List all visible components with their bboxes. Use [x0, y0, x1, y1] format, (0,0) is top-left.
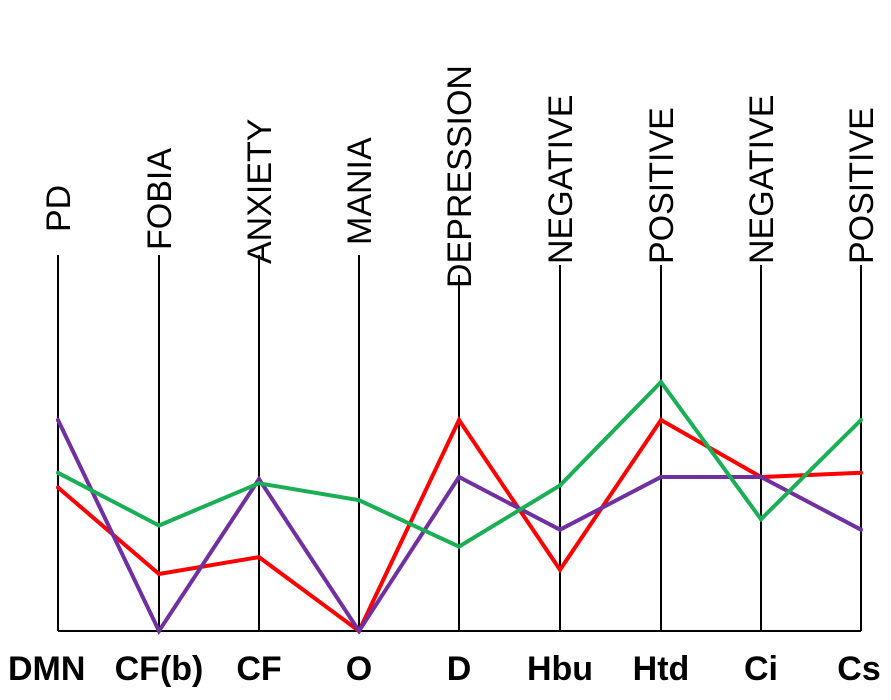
series-1-point-hbu — [558, 567, 562, 572]
series-2-point-d — [457, 475, 461, 479]
axes-layer — [57, 255, 862, 632]
series-1-point-htd — [659, 418, 663, 422]
series-3-point-cf-b- — [157, 523, 161, 528]
series-1-point-d — [457, 418, 461, 422]
category-label-htd: Htd — [633, 650, 690, 688]
top-labels-layer: PD FOBIA ANXIETY MANIA DEPRESSION NEGATIVE POS… — [40, 65, 881, 288]
bottom-labels-layer: DMN CF(b) CF O D Hbu Htd Ci Cs — [8, 650, 881, 688]
series-2-point-hbu — [558, 527, 562, 532]
series-1-point-dmn — [56, 485, 60, 490]
series-2-point-o — [357, 629, 361, 633]
top-label-9: POSITIVE — [843, 107, 881, 264]
series-2-point-dmn — [56, 418, 60, 422]
category-label-d: D — [447, 650, 472, 688]
top-label-3: ANXIETY — [241, 119, 279, 264]
series-3-point-hbu — [558, 483, 562, 488]
series-layer — [56, 378, 863, 636]
category-label-hbu: Hbu — [527, 650, 593, 688]
series-3-point-ci — [759, 517, 763, 522]
series-2-point-cs — [859, 527, 863, 532]
series-3-point-htd — [659, 380, 663, 384]
top-label-7: POSITIVE — [643, 107, 681, 264]
top-label-8: NEGATIVE — [743, 95, 781, 264]
series-3-point-cf — [257, 481, 261, 486]
top-label-6: NEGATIVE — [542, 95, 580, 264]
series-1-point-cf-b- — [157, 572, 161, 576]
series-2-point-ci — [759, 475, 763, 479]
category-label-o: O — [346, 650, 372, 688]
top-label-4: MANIA — [341, 137, 379, 245]
category-label-cf-b-: CF(b) — [115, 650, 204, 688]
series-1-point-cf — [257, 555, 261, 560]
category-label-dmn: DMN — [8, 650, 85, 688]
top-label-2: FOBIA — [141, 148, 179, 250]
series-3-point-d — [457, 544, 461, 549]
series-1-point-cs — [859, 470, 863, 475]
series-2-point-cf — [257, 477, 261, 482]
series-3-point-dmn — [56, 470, 60, 475]
series-3-point-cs — [859, 418, 863, 422]
category-label-cs: Cs — [837, 650, 880, 688]
series-2-point-cf-b- — [157, 629, 161, 633]
series-3-point-o — [357, 498, 361, 503]
series-2-point-htd — [659, 475, 663, 479]
category-label-cf: CF — [236, 650, 281, 688]
top-label-1: PD — [40, 185, 78, 232]
top-label-5: DEPRESSION — [441, 65, 479, 288]
category-label-ci: Ci — [744, 650, 778, 688]
